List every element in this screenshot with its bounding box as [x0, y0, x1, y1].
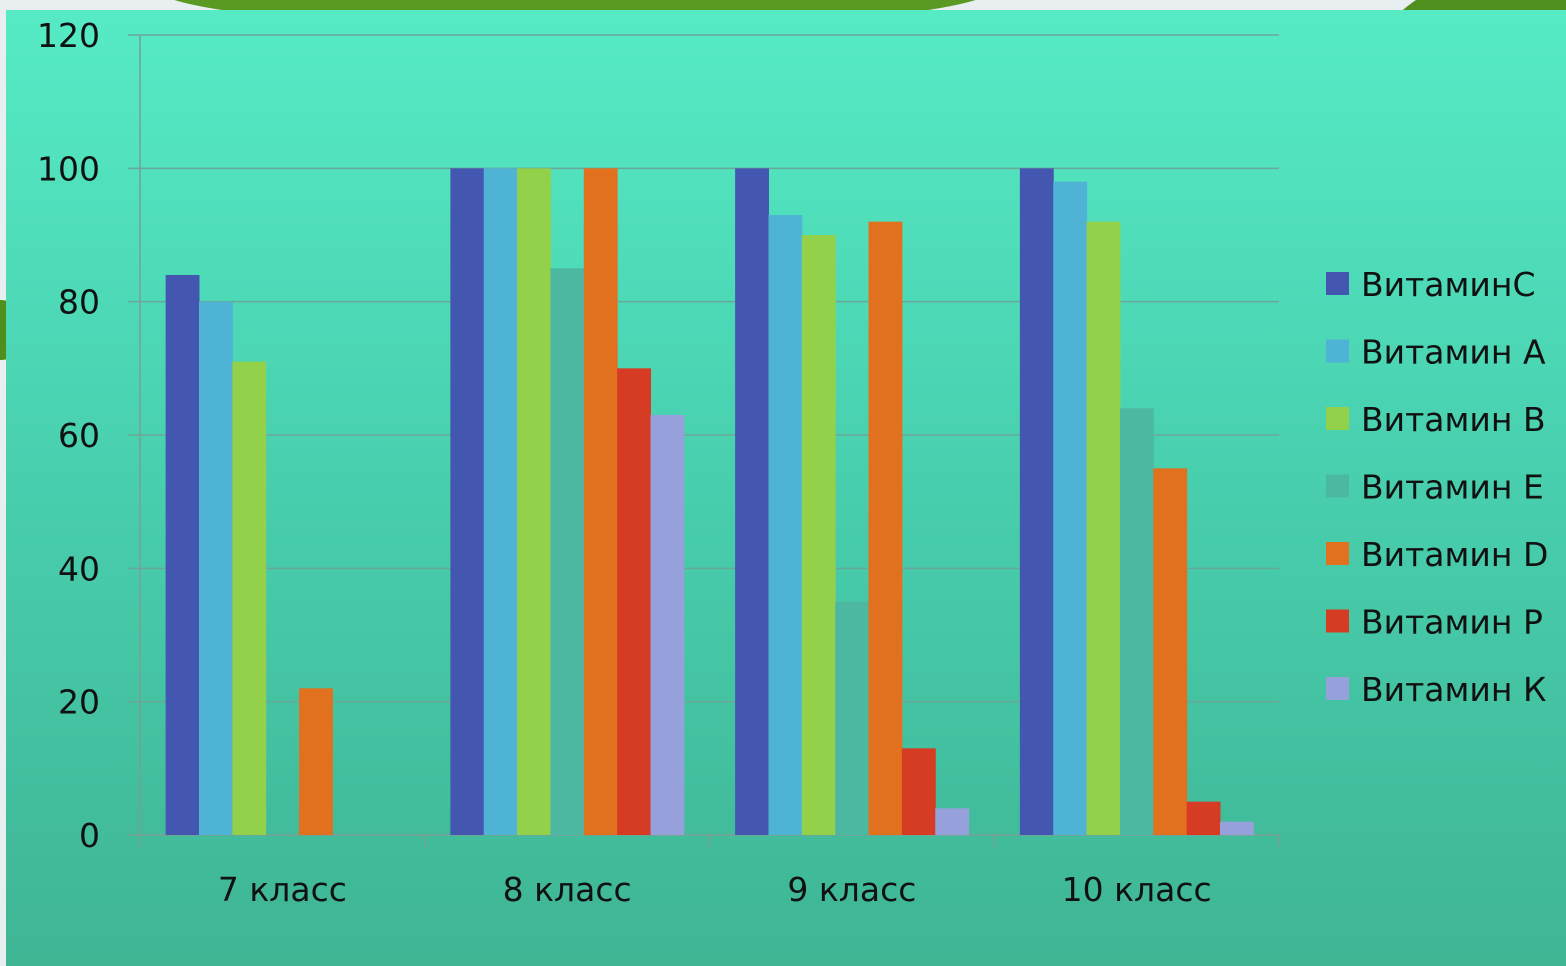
bar [232, 361, 267, 835]
legend-label: Витамин В [1361, 400, 1546, 439]
bar [583, 168, 618, 836]
x-tick-label: 7 класс [218, 870, 347, 909]
y-tick-label: 0 [79, 816, 100, 855]
legend-label: ВитаминС [1361, 265, 1536, 304]
legend-swatch [1326, 474, 1349, 498]
bar [165, 275, 200, 835]
y-tick-label: 40 [58, 549, 100, 588]
bar [735, 168, 769, 836]
bar [1086, 221, 1121, 835]
legend-swatch [1326, 272, 1349, 295]
bar [1053, 181, 1088, 835]
bar [198, 301, 233, 836]
y-tick-label: 120 [37, 16, 100, 55]
x-tick-label: 10 класс [1062, 870, 1212, 909]
bar [768, 215, 803, 835]
bar [1186, 801, 1221, 835]
legend-label: Витамин D [1361, 535, 1548, 574]
x-tick-label: 9 класс [787, 870, 916, 909]
legend-swatch [1326, 407, 1349, 430]
legend-label: Витамин К [1361, 670, 1546, 709]
bar [650, 415, 685, 835]
legend-label: Витамин А [1361, 333, 1546, 372]
legend-label: Витамин Р [1361, 603, 1543, 642]
bar [901, 748, 936, 835]
bar [801, 235, 836, 835]
bar-chart: 0 20 40 60 80 100 120 7 класс 8 класс 9 класс 10 к… [37, 16, 1548, 909]
legend-swatch [1326, 542, 1349, 565]
bar [1220, 821, 1254, 835]
bar [450, 168, 485, 836]
y-tick-label: 20 [58, 683, 100, 722]
y-tick-label: 100 [37, 149, 100, 188]
bar [1019, 168, 1054, 836]
legend-label: Витамин Е [1361, 468, 1544, 507]
bar [483, 168, 518, 836]
bar [517, 168, 551, 836]
chart-panel: 0 20 40 60 80 100 120 7 класс 8 класс 9 класс 10 к… [6, 10, 1566, 966]
bar [1119, 408, 1154, 835]
bar [617, 368, 652, 835]
legend-swatch [1326, 609, 1349, 633]
bar [868, 221, 903, 835]
bar [550, 268, 585, 835]
bar [835, 601, 870, 835]
bar [935, 808, 970, 835]
bar [1153, 468, 1188, 835]
x-tick-label: 8 класс [503, 870, 632, 909]
legend-swatch [1326, 677, 1349, 700]
y-tick-label: 80 [58, 283, 100, 322]
y-tick-label: 60 [58, 416, 100, 455]
legend-swatch [1326, 339, 1349, 363]
bar [299, 688, 333, 835]
